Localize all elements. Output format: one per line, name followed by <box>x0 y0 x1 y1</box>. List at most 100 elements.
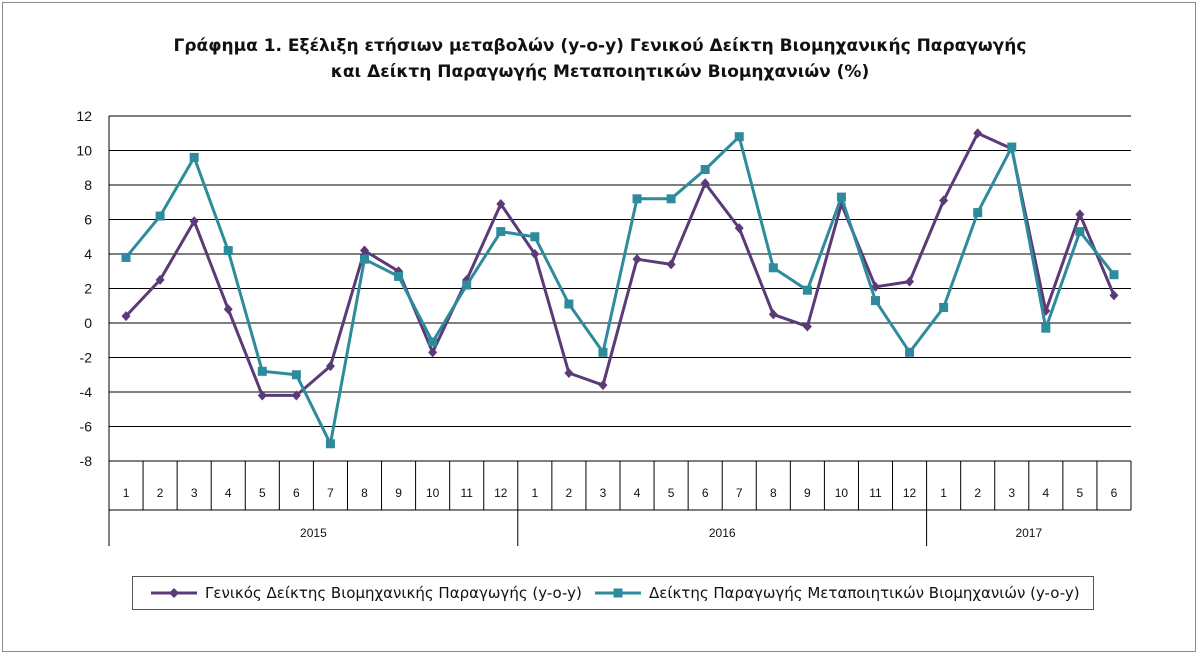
x-tick-label: 3 <box>600 486 607 500</box>
data-point-series-1 <box>428 347 438 358</box>
x-tick-label: 1 <box>940 486 947 500</box>
data-point-series-2 <box>666 194 676 204</box>
x-tick-label: 4 <box>1042 486 1049 500</box>
y-tick-label: 4 <box>84 246 92 262</box>
x-tick-label: 9 <box>395 486 402 500</box>
data-point-series-2 <box>325 439 335 449</box>
data-point-series-1 <box>564 368 574 379</box>
x-tick-label: 1 <box>123 486 130 500</box>
data-point-series-2 <box>360 254 369 264</box>
y-tick-label: 12 <box>76 108 92 124</box>
data-point-series-2 <box>598 347 608 357</box>
y-tick-label: 8 <box>84 177 92 193</box>
x-tick-label: 7 <box>327 486 334 500</box>
data-point-series-2 <box>1007 142 1017 152</box>
x-tick-label: 4 <box>634 486 641 500</box>
x-tick-label: 6 <box>702 486 709 500</box>
data-point-series-2 <box>905 347 915 357</box>
legend-item-series-1: Γενικός Δείκτης Βιομηχανικής Παραγωγής (… <box>151 577 582 609</box>
data-point-series-1 <box>632 254 642 265</box>
y-tick-label: -4 <box>80 384 93 400</box>
x-tick-label: 1 <box>531 486 538 500</box>
legend-item-series-2: Δείκτης Παραγωγής Μεταποιητικών Βιομηχαν… <box>595 577 1080 609</box>
data-point-series-1 <box>530 249 540 259</box>
y-tick-label: 0 <box>84 315 92 331</box>
x-tick-label: 7 <box>736 486 743 500</box>
y-tick-label: -2 <box>80 350 93 366</box>
data-point-series-2 <box>564 299 574 309</box>
data-point-series-2 <box>632 194 642 204</box>
x-tick-label: 8 <box>770 486 777 500</box>
data-point-series-1 <box>223 304 233 315</box>
y-tick-label: 2 <box>84 281 92 297</box>
x-tick-label: 11 <box>460 486 473 500</box>
data-point-series-1 <box>496 198 506 209</box>
data-point-series-2 <box>973 208 983 218</box>
data-point-series-1 <box>768 309 778 320</box>
legend-marker-series-1 <box>151 588 197 598</box>
data-point-series-1 <box>700 178 710 189</box>
x-tick-label: 5 <box>1077 486 1084 500</box>
data-point-series-1 <box>121 311 131 322</box>
x-tick-label: 3 <box>191 486 198 500</box>
x-tick-label: 8 <box>361 486 368 500</box>
chart-title-line-1: Γράφημα 1. Εξέλιξη ετήσιων μεταβολών (y-… <box>173 36 1027 56</box>
x-tick-label: 12 <box>903 486 917 500</box>
data-point-series-2 <box>802 285 812 295</box>
data-point-series-1 <box>598 380 608 391</box>
data-point-series-2 <box>428 337 438 347</box>
x-tick-label: 2 <box>157 486 164 500</box>
x-tick-label: 5 <box>668 486 675 500</box>
data-point-series-1 <box>257 390 267 401</box>
data-point-series-1 <box>939 195 949 206</box>
data-point-series-2 <box>768 263 778 273</box>
data-point-series-2 <box>836 192 846 202</box>
year-label: 2017 <box>1015 526 1042 540</box>
legend-marker-series-2 <box>595 588 641 598</box>
data-point-series-2 <box>223 246 233 256</box>
x-tick-label: 12 <box>494 486 508 500</box>
data-point-series-2 <box>1075 227 1085 237</box>
y-tick-label: 10 <box>76 143 92 159</box>
data-point-series-2 <box>1109 270 1119 280</box>
legend-label-series-2: Δείκτης Παραγωγής Μεταποιητικών Βιομηχαν… <box>649 584 1080 602</box>
x-tick-label: 5 <box>259 486 266 500</box>
data-point-series-2 <box>530 232 540 242</box>
data-point-series-2 <box>155 211 165 221</box>
x-tick-label: 3 <box>1008 486 1015 500</box>
x-tick-label: 6 <box>1111 486 1118 500</box>
data-point-series-1 <box>973 128 983 139</box>
data-point-series-1 <box>189 216 199 227</box>
chart-legend: Γενικός Δείκτης Βιομηχανικής Παραγωγής (… <box>132 576 1094 610</box>
y-tick-label: -8 <box>80 453 93 469</box>
data-point-series-1 <box>734 223 744 234</box>
data-point-series-2 <box>871 296 880 306</box>
series-line-1 <box>124 131 1116 397</box>
data-point-series-2 <box>734 132 744 142</box>
x-tick-label: 6 <box>293 486 300 500</box>
x-tick-label: 4 <box>225 486 232 500</box>
data-point-series-2 <box>1041 323 1051 333</box>
data-point-series-1 <box>1109 290 1119 301</box>
x-tick-label: 10 <box>426 486 440 500</box>
data-point-series-1 <box>1075 209 1085 220</box>
data-point-series-2 <box>121 252 131 262</box>
x-tick-label: 9 <box>804 486 811 500</box>
data-point-series-1 <box>802 321 812 332</box>
data-point-series-2 <box>189 152 199 162</box>
x-tick-label: 11 <box>869 486 882 500</box>
chart-title-line-2: και Δείκτη Παραγωγής Μεταποιητικών Βιομη… <box>330 62 870 82</box>
data-point-series-1 <box>291 390 301 401</box>
y-tick-label: -6 <box>80 419 93 435</box>
data-point-series-2 <box>394 271 404 281</box>
x-tick-label: 10 <box>835 486 849 500</box>
data-point-series-2 <box>496 227 506 237</box>
data-point-series-1 <box>666 259 676 270</box>
data-point-series-1 <box>155 274 165 285</box>
y-tick-label: 6 <box>84 212 92 228</box>
data-point-series-2 <box>257 366 267 376</box>
data-point-series-2 <box>700 164 710 174</box>
data-point-series-2 <box>462 280 472 290</box>
